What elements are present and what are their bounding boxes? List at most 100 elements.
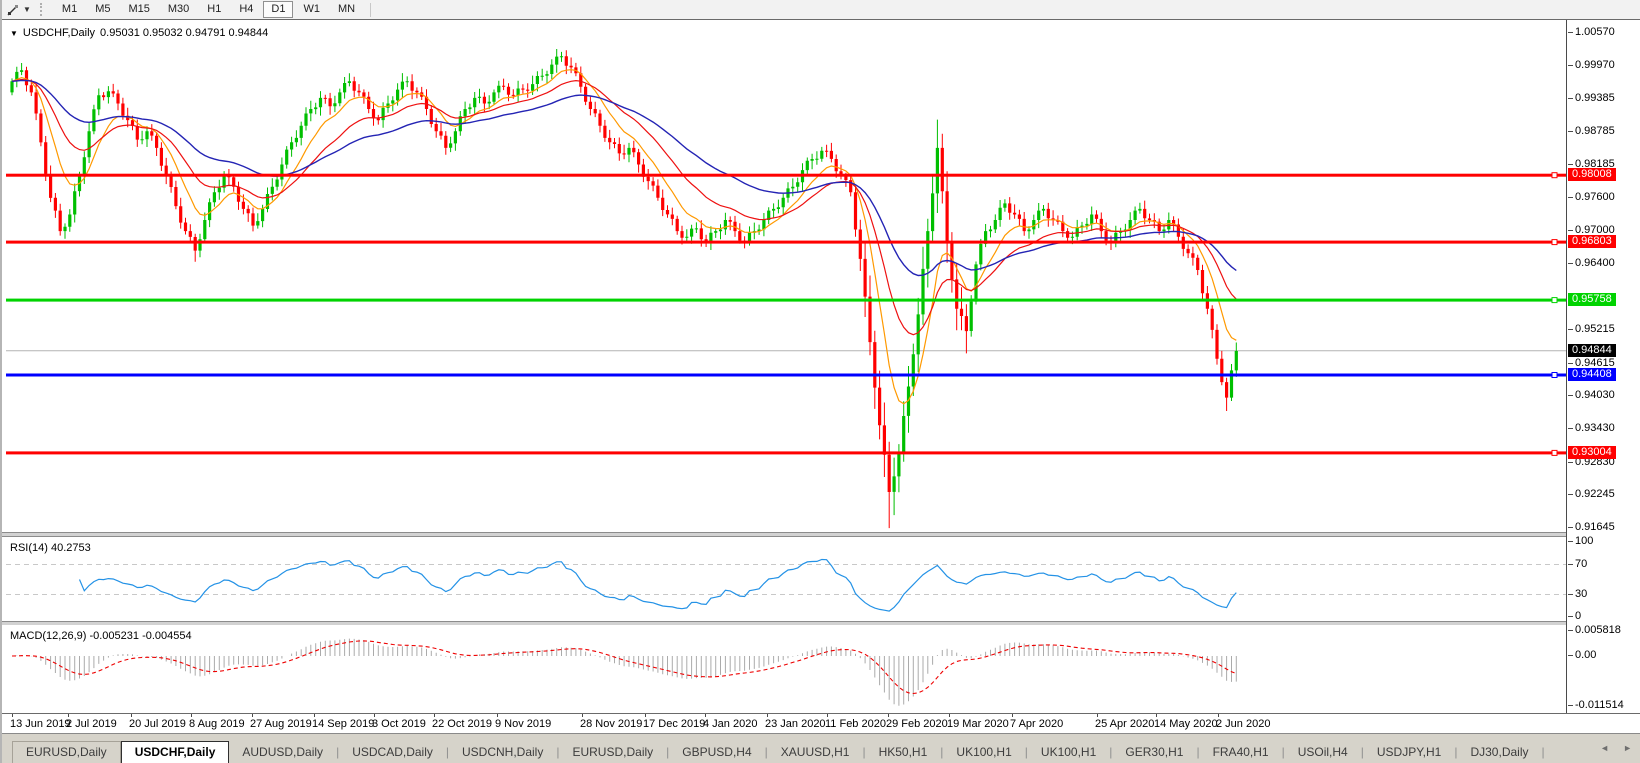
date-label: 9 Nov 2019 xyxy=(495,718,552,730)
date-tick-mark xyxy=(582,714,583,717)
chart-tab-xauusd-h1[interactable]: XAUUSD,H1 xyxy=(780,745,850,759)
chart-tab-eurusd-daily[interactable]: EURUSD,Daily xyxy=(572,745,654,759)
panel-splitter[interactable] xyxy=(2,532,1640,537)
chart-tab-fra40-h1[interactable]: FRA40,H1 xyxy=(1212,745,1269,759)
macd-canvas[interactable] xyxy=(6,625,1566,713)
timeframe-button-M5[interactable]: M5 xyxy=(95,3,111,15)
price-tick-label: 0.98785 xyxy=(1568,125,1615,138)
date-label: 17 Dec 2019 xyxy=(643,718,706,730)
tab-separator: | xyxy=(666,745,670,759)
date-tick-mark xyxy=(705,714,706,717)
tab-separator: | xyxy=(1541,745,1545,759)
timeframe-button-MN[interactable]: MN xyxy=(337,3,356,15)
tab-scroll-left-icon[interactable]: ◄ xyxy=(1600,743,1610,753)
date-label: 28 Nov 2019 xyxy=(580,718,643,730)
date-tick-mark xyxy=(1012,714,1013,717)
price-tick-label: 1.00570 xyxy=(1568,26,1615,38)
candlestick-canvas[interactable] xyxy=(6,21,1566,533)
timeframe-button-D1[interactable]: D1 xyxy=(263,1,294,18)
hline-price-chip: 0.96803 xyxy=(1568,235,1616,249)
chart-tab-usdchf-daily[interactable]: USDCHF,Daily xyxy=(120,741,230,763)
tab-separator: | xyxy=(862,745,866,759)
chart-tab-eurusd-daily[interactable]: EURUSD,Daily xyxy=(12,741,121,763)
date-tick-mark xyxy=(68,714,69,717)
date-label: 22 Oct 2019 xyxy=(432,718,492,730)
chart-tab-uk100-h1[interactable]: UK100,H1 xyxy=(956,745,1012,759)
tab-separator: | xyxy=(445,745,449,759)
date-label: 23 Jan 2020 xyxy=(765,718,826,730)
price-tick-label: 0.95215 xyxy=(1568,323,1615,336)
tab-scroll-right-icon[interactable]: ► xyxy=(1623,743,1632,753)
toolbar-grip[interactable] xyxy=(39,3,46,16)
price-tick-label: 0.99385 xyxy=(1568,91,1615,104)
date-label: 25 Apr 2020 xyxy=(1095,718,1155,730)
chevron-down-icon[interactable]: ▼ xyxy=(10,28,18,38)
timeframe-button-M15[interactable]: M15 xyxy=(128,3,150,15)
timeframe-button-M30[interactable]: M30 xyxy=(167,3,190,15)
timeframe-button-H4[interactable]: H4 xyxy=(239,3,254,15)
chart-tab-usdjpy-h1[interactable]: USDJPY,H1 xyxy=(1376,745,1442,759)
timeframe-button-M1[interactable]: M1 xyxy=(61,3,78,15)
chart-tab-hk50-h1[interactable]: HK50,H1 xyxy=(878,745,928,759)
timeframe-buttons: M1 M5 M15 M30 H1 H4 D1 W1 MN xyxy=(53,1,364,18)
tab-separator: | xyxy=(556,745,560,759)
rsi-indicator-panel[interactable]: RSI(14) 40.2753 xyxy=(2,537,1640,621)
chart-tab-usdcad-daily[interactable]: USDCAD,Daily xyxy=(352,745,433,759)
chart-title: ▼ USDCHF,Daily 0.95031 0.95032 0.94791 0… xyxy=(10,27,268,39)
date-tick-mark xyxy=(1156,714,1157,717)
price-tick-label: 0.97000 xyxy=(1568,224,1615,237)
date-label: 8 Aug 2019 xyxy=(189,718,245,730)
tab-separator: | xyxy=(336,745,340,759)
date-tick-mark xyxy=(131,714,132,717)
chart-tab-ger30-h1[interactable]: GER30,H1 xyxy=(1125,745,1184,759)
date-label: 19 Mar 2020 xyxy=(947,718,1009,730)
price-axis[interactable]: 1.00570 0.99970 0.99385 0.98785 0.98185 0.976… xyxy=(1567,20,1640,713)
chart-bottom-border xyxy=(2,713,1640,714)
chart-tab-gbpusd-h4[interactable]: GBPUSD,H4 xyxy=(682,745,752,759)
chart-tab-dj30-daily[interactable]: DJ30,Daily xyxy=(1470,745,1529,759)
date-label: 11 Feb 2020 xyxy=(825,718,886,730)
chart-tabs: EURUSD,Daily USDCHF,Daily AUDUSD,Daily | USD… xyxy=(2,741,1545,763)
macd-tick-label: 0.005818 xyxy=(1568,623,1621,636)
chart-tab-usoil-h4[interactable]: USOil,H4 xyxy=(1297,745,1348,759)
tab-separator: | xyxy=(1360,745,1364,759)
date-label: 13 Jun 2019 xyxy=(10,718,71,730)
rsi-label: RSI(14) 40.2753 xyxy=(10,542,91,554)
tab-separator: | xyxy=(1281,745,1285,759)
price-tick-label: 0.91645 xyxy=(1568,521,1615,534)
line-studies-icon-glyph xyxy=(7,4,18,15)
date-tick-mark xyxy=(12,714,13,717)
date-tick-mark xyxy=(191,714,192,717)
date-label: 4 Jan 2020 xyxy=(703,718,758,730)
rsi-canvas[interactable] xyxy=(6,537,1566,621)
macd-label: MACD(12,26,9) -0.005231 -0.004554 xyxy=(10,630,192,642)
hline-price-chip: 0.93004 xyxy=(1568,445,1616,459)
chart-tab-uk100-h1[interactable]: UK100,H1 xyxy=(1040,745,1097,759)
chart-tab-usdcnh-daily[interactable]: USDCNH,Daily xyxy=(462,745,544,759)
date-tick-mark xyxy=(645,714,646,717)
timeframe-button-W1[interactable]: W1 xyxy=(303,3,320,15)
chart-tab-audusd-daily[interactable]: AUDUSD,Daily xyxy=(242,745,324,759)
hline-price-chip: 0.98008 xyxy=(1568,168,1616,182)
price-tick-label: 0.97600 xyxy=(1568,190,1615,203)
macd-indicator-panel[interactable]: MACD(12,26,9) -0.005231 -0.004554 xyxy=(2,625,1640,713)
tab-separator: | xyxy=(764,745,768,759)
date-axis[interactable]: 13 Jun 2019 2 Jul 2019 20 Jul 2019 8 Aug 20… xyxy=(2,714,1640,734)
chart-ohlc-values: 0.95031 0.95032 0.94791 0.94844 xyxy=(100,27,269,39)
tab-separator: | xyxy=(1454,745,1458,759)
date-label: 20 Jul 2019 xyxy=(129,718,186,730)
price-tick-label: 0.93430 xyxy=(1568,422,1615,435)
price-tick-label: 0.94030 xyxy=(1568,388,1615,401)
rsi-tick-label: 0 xyxy=(1567,610,1582,622)
date-tick-mark xyxy=(434,714,435,717)
price-tick-label: 0.92245 xyxy=(1568,488,1615,501)
line-studies-icon[interactable]: ▼ xyxy=(6,3,31,17)
timeframe-button-H1[interactable]: H1 xyxy=(207,3,222,15)
tab-separator: | xyxy=(1024,745,1028,759)
toolbar-separator xyxy=(370,2,372,17)
date-label: 2 Jun 2020 xyxy=(1216,718,1271,730)
chart-symbol-period: USDCHF,Daily xyxy=(22,27,96,39)
chevron-down-icon: ▼ xyxy=(23,5,31,14)
price-chart-panel[interactable]: ▼ USDCHF,Daily 0.95031 0.95032 0.94791 0… xyxy=(2,21,1640,533)
date-tick-mark xyxy=(888,714,889,717)
